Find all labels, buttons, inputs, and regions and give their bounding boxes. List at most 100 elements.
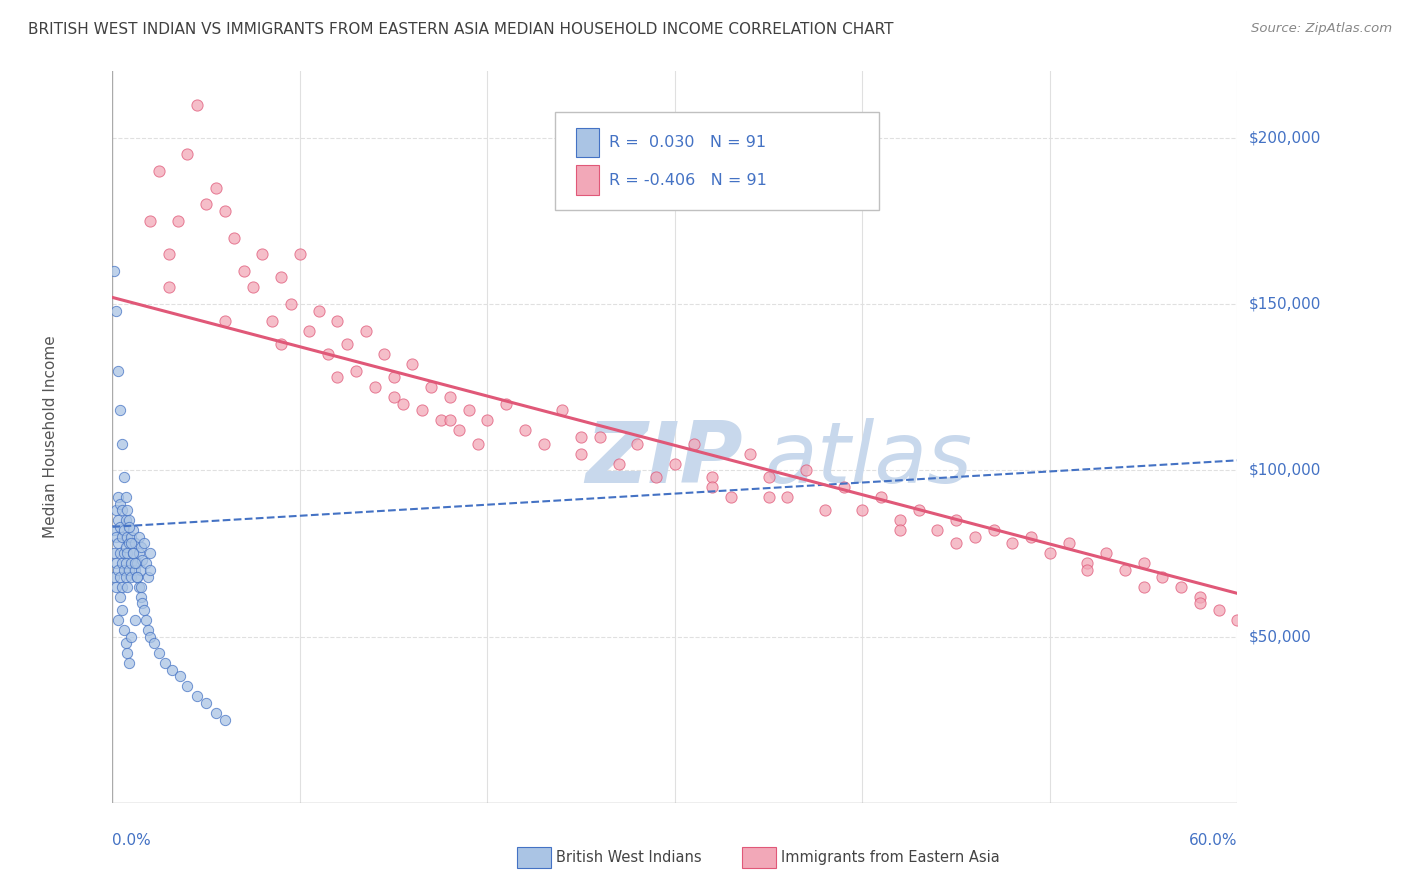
Point: [1132, 557, 1154, 571]
Point: [382, 390, 405, 404]
Point: [157, 247, 180, 261]
Point: [111, 503, 134, 517]
Point: [1057, 536, 1080, 550]
Point: [758, 470, 780, 484]
Point: [224, 230, 246, 244]
Text: atlas: atlas: [765, 417, 973, 500]
Point: [136, 570, 159, 584]
Point: [122, 523, 145, 537]
Point: [1226, 613, 1249, 627]
Point: [120, 630, 142, 644]
Point: [1170, 580, 1192, 594]
Point: [260, 314, 283, 328]
Point: [157, 280, 180, 294]
Point: [373, 347, 395, 361]
Point: [108, 570, 131, 584]
Point: [129, 580, 152, 594]
Point: [128, 546, 150, 560]
Point: [252, 247, 274, 261]
Point: [364, 380, 387, 394]
Point: [108, 497, 131, 511]
Point: [344, 363, 367, 377]
Point: [457, 403, 479, 417]
Point: [738, 447, 761, 461]
Point: [316, 347, 339, 361]
Point: [167, 214, 190, 228]
Point: [176, 147, 198, 161]
Point: [111, 530, 134, 544]
Text: 0.0%: 0.0%: [112, 833, 152, 848]
Point: [131, 596, 153, 610]
Point: [513, 424, 536, 438]
Point: [1076, 557, 1098, 571]
Point: [533, 436, 555, 450]
Point: [439, 390, 461, 404]
Point: [1095, 546, 1118, 560]
Point: [1132, 580, 1154, 594]
Point: [411, 403, 433, 417]
Point: [129, 540, 152, 554]
Point: [814, 503, 837, 517]
Text: 60.0%: 60.0%: [1189, 833, 1237, 848]
Point: [105, 530, 128, 544]
Point: [125, 557, 148, 571]
Point: [776, 490, 799, 504]
Point: [392, 397, 415, 411]
Text: Immigrants from Eastern Asia: Immigrants from Eastern Asia: [780, 850, 1000, 865]
Point: [128, 530, 150, 544]
Bar: [517, 847, 551, 868]
Point: [114, 513, 136, 527]
Point: [664, 457, 686, 471]
Point: [186, 97, 208, 112]
Point: [645, 470, 668, 484]
Point: [131, 553, 153, 567]
Point: [122, 546, 145, 560]
Point: [139, 214, 162, 228]
Point: [120, 530, 142, 544]
Point: [1152, 570, 1174, 584]
Point: [124, 563, 146, 577]
Point: [870, 490, 893, 504]
Point: [169, 669, 191, 683]
Point: [103, 570, 125, 584]
Point: [1039, 546, 1062, 560]
Point: [429, 413, 451, 427]
Point: [118, 536, 141, 550]
Point: [107, 563, 129, 577]
Point: [354, 324, 377, 338]
Point: [1001, 536, 1024, 550]
Point: [118, 656, 141, 670]
Point: [111, 436, 134, 450]
Point: [148, 646, 170, 660]
Text: Source: ZipAtlas.com: Source: ZipAtlas.com: [1251, 22, 1392, 36]
Point: [270, 337, 292, 351]
Point: [114, 557, 136, 571]
Point: [288, 247, 311, 261]
Text: Median Household Income: Median Household Income: [44, 335, 58, 539]
Point: [107, 363, 129, 377]
Point: [326, 370, 349, 384]
Point: [983, 523, 1005, 537]
Point: [832, 480, 855, 494]
Point: [214, 204, 236, 219]
Point: [242, 280, 264, 294]
Point: [270, 270, 292, 285]
Point: [124, 536, 146, 550]
Point: [204, 180, 226, 194]
Point: [195, 696, 218, 710]
Point: [308, 303, 330, 318]
Point: [889, 513, 911, 527]
Point: [214, 713, 236, 727]
Point: [195, 197, 218, 211]
Point: [135, 613, 157, 627]
Point: [702, 480, 724, 494]
Point: [477, 413, 499, 427]
Point: [214, 314, 236, 328]
Text: $150,000: $150,000: [1249, 297, 1320, 311]
Point: [120, 570, 142, 584]
Point: [153, 656, 176, 670]
Point: [105, 580, 128, 594]
Point: [720, 490, 742, 504]
Point: [963, 530, 986, 544]
Point: [114, 570, 136, 584]
